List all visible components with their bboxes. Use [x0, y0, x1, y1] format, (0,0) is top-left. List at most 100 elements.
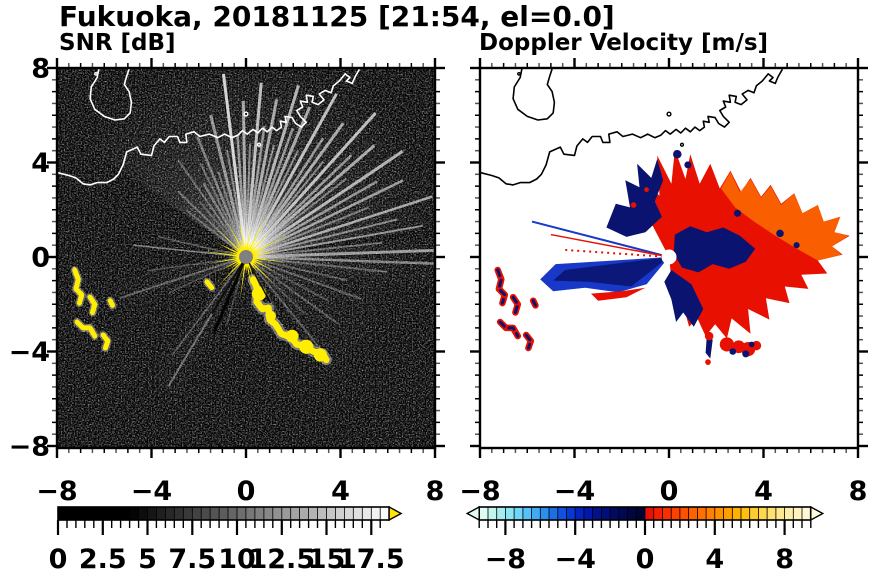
colorbar-segment	[272, 506, 283, 521]
velocity-navy-blob	[776, 229, 784, 238]
velocity-navy-right	[673, 226, 756, 273]
snr-squiggle	[204, 279, 215, 291]
colorbar-segment	[290, 506, 301, 521]
colorbar-segment	[627, 506, 638, 521]
snr-ray	[119, 256, 247, 299]
colorbar-segment	[740, 506, 751, 521]
colorbar-segment	[539, 506, 550, 521]
coastline-speck	[256, 142, 262, 147]
colorbar-segment	[478, 506, 489, 521]
velocity-navy-blob	[733, 209, 742, 217]
y-tick-label: −4	[9, 337, 50, 368]
snr-axes: −8 −4 0 4 8 8 4 0 −4 −8	[9, 54, 445, 507]
colorbar-segment	[531, 506, 542, 521]
colorbar-segment	[548, 506, 559, 521]
colorbar-segment	[723, 506, 734, 521]
velocity-red-blob	[644, 187, 649, 193]
colorbar-label: 0	[636, 544, 655, 570]
colorbar-segment	[93, 506, 104, 521]
snr-ray	[245, 248, 435, 259]
velocity-squiggle-navy	[524, 333, 533, 350]
colorbar-segment	[758, 506, 768, 521]
colorbar-segment	[609, 506, 620, 521]
y-tick-label: −8	[9, 432, 50, 463]
velocity-red-blob	[704, 331, 714, 341]
x-tick-label: −8	[459, 476, 500, 507]
colorbar-label: 2.5	[79, 544, 127, 570]
colorbar-segment	[688, 506, 699, 521]
colorbar-segment	[496, 506, 507, 521]
velocity-panel	[480, 68, 858, 448]
colorbar-segment	[308, 506, 319, 521]
snr-ray	[185, 209, 247, 258]
colorbar-segment	[254, 506, 265, 521]
x-tick-label: −4	[554, 476, 595, 507]
colorbar-segment	[504, 506, 515, 521]
snr-ray	[244, 84, 300, 258]
snr-ray	[245, 195, 433, 259]
snr-ray	[244, 111, 377, 259]
velocity-navy-blob	[742, 350, 750, 358]
coastline-island	[512, 68, 556, 121]
snr-shadow-ray	[213, 256, 248, 332]
colorbar-segment	[326, 506, 337, 521]
snr-ray	[244, 122, 345, 258]
colorbar-segment	[299, 506, 310, 521]
x-tick-label: 8	[426, 476, 445, 507]
colorbar-segment	[209, 506, 220, 521]
snr-ray	[171, 256, 247, 356]
snr-glow-wedge	[145, 257, 246, 397]
x-tick-label: −4	[131, 476, 172, 507]
snr-ray	[168, 256, 247, 294]
velocity-red-sliver	[591, 287, 646, 301]
colorbar-segment	[566, 506, 577, 521]
colorbar-segment	[129, 506, 140, 521]
coastline-speck	[666, 111, 672, 117]
snr-ray	[244, 106, 312, 258]
colorbar-segment	[679, 506, 690, 521]
colorbar-segment	[662, 506, 673, 521]
x-tick-label: 0	[237, 476, 256, 507]
snr-squiggle	[107, 298, 115, 308]
colorbar-segment	[182, 506, 194, 521]
colorbar-segment	[792, 506, 803, 521]
snr-squiggle	[100, 332, 111, 351]
colorbar-segment	[138, 506, 149, 521]
x-tick-label: 0	[660, 476, 679, 507]
colorbar-segment	[705, 506, 716, 521]
snr-ray	[196, 136, 248, 258]
colorbar-segment	[191, 506, 203, 521]
velocity-navy-dash	[705, 336, 713, 359]
snr-squiggle	[72, 267, 85, 306]
colorbar-segment	[245, 506, 256, 521]
coastline-island	[89, 68, 133, 121]
colorbar-label: 5	[138, 544, 157, 570]
colorbar-segment	[334, 506, 346, 521]
velocity-red-blob	[719, 337, 734, 352]
colorbar-arrow-right	[388, 505, 403, 522]
snr-ray	[199, 163, 247, 258]
snr-ray	[133, 244, 247, 258]
snr-shadow-ray	[245, 256, 272, 304]
snr-ray	[245, 256, 322, 350]
snr-ray	[245, 256, 330, 303]
colorbar-segment	[370, 506, 381, 521]
coastline-speck	[679, 142, 685, 147]
colorbar-segment	[749, 506, 760, 521]
colorbar-segment	[522, 506, 533, 521]
colorbar-segment	[200, 506, 211, 521]
colorbar-segment	[574, 506, 585, 521]
colorbar-label: 12.5	[248, 544, 315, 570]
snr-ray	[209, 114, 248, 258]
snr-ray	[245, 144, 376, 259]
colorbar-segment	[102, 506, 113, 521]
snr-ray	[245, 256, 388, 273]
colorbar-segment	[766, 506, 777, 521]
colorbar-segment	[164, 506, 176, 521]
colorbar-arrow-right	[810, 505, 825, 522]
colorbar-segment	[281, 506, 292, 521]
colorbar-label: 4	[705, 544, 724, 570]
colorbar-segment	[218, 506, 229, 521]
